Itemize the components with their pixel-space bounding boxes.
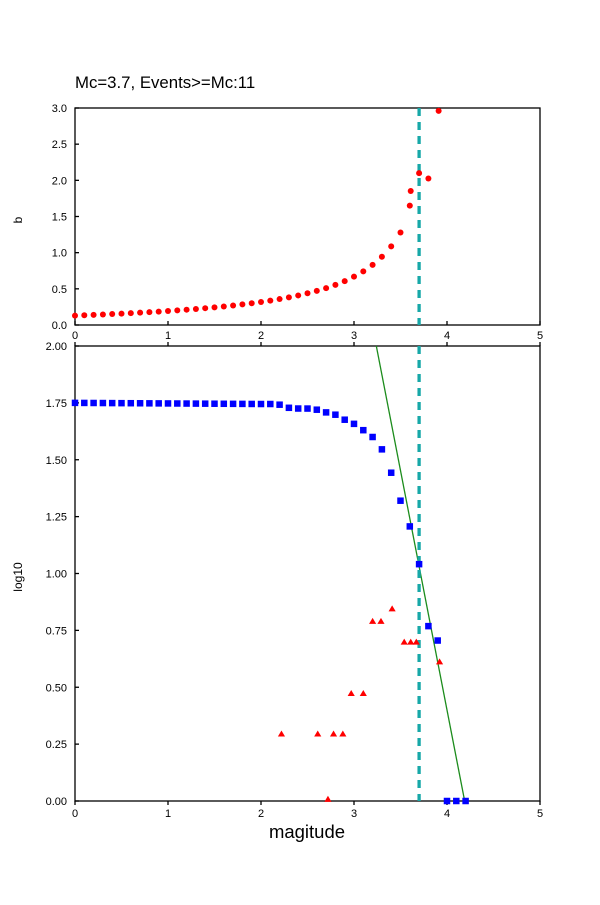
svg-text:3.0: 3.0 bbox=[52, 103, 67, 115]
svg-text:1: 1 bbox=[165, 808, 171, 820]
svg-text:5: 5 bbox=[537, 330, 543, 342]
svg-text:4: 4 bbox=[444, 808, 450, 820]
svg-text:log10: log10 bbox=[11, 562, 25, 592]
svg-text:0: 0 bbox=[72, 808, 78, 820]
svg-text:3: 3 bbox=[351, 330, 357, 342]
svg-text:1.75: 1.75 bbox=[46, 398, 67, 410]
svg-text:0.50: 0.50 bbox=[46, 682, 67, 694]
svg-text:1.5: 1.5 bbox=[52, 212, 67, 224]
svg-text:0.0: 0.0 bbox=[52, 320, 67, 332]
svg-text:Mc=3.7, Events>=Mc:11: Mc=3.7, Events>=Mc:11 bbox=[75, 73, 255, 92]
svg-text:1.00: 1.00 bbox=[46, 569, 67, 581]
svg-text:2: 2 bbox=[258, 808, 264, 820]
svg-text:5: 5 bbox=[537, 808, 543, 820]
svg-text:0.25: 0.25 bbox=[46, 739, 67, 751]
svg-text:1: 1 bbox=[165, 330, 171, 342]
svg-text:4: 4 bbox=[444, 330, 450, 342]
svg-text:1.50: 1.50 bbox=[46, 455, 67, 467]
svg-text:1.25: 1.25 bbox=[46, 512, 67, 524]
svg-text:0.75: 0.75 bbox=[46, 625, 67, 637]
svg-text:3: 3 bbox=[351, 808, 357, 820]
svg-text:0.00: 0.00 bbox=[46, 796, 67, 808]
svg-text:2.5: 2.5 bbox=[52, 139, 67, 151]
svg-text:0: 0 bbox=[72, 330, 78, 342]
svg-text:2.0: 2.0 bbox=[52, 175, 67, 187]
svg-text:magitude: magitude bbox=[269, 821, 345, 842]
svg-text:2: 2 bbox=[258, 330, 264, 342]
svg-text:2.00: 2.00 bbox=[46, 341, 67, 353]
svg-text:b: b bbox=[11, 216, 25, 223]
svg-text:1.0: 1.0 bbox=[52, 248, 67, 260]
svg-text:0.5: 0.5 bbox=[52, 284, 67, 296]
